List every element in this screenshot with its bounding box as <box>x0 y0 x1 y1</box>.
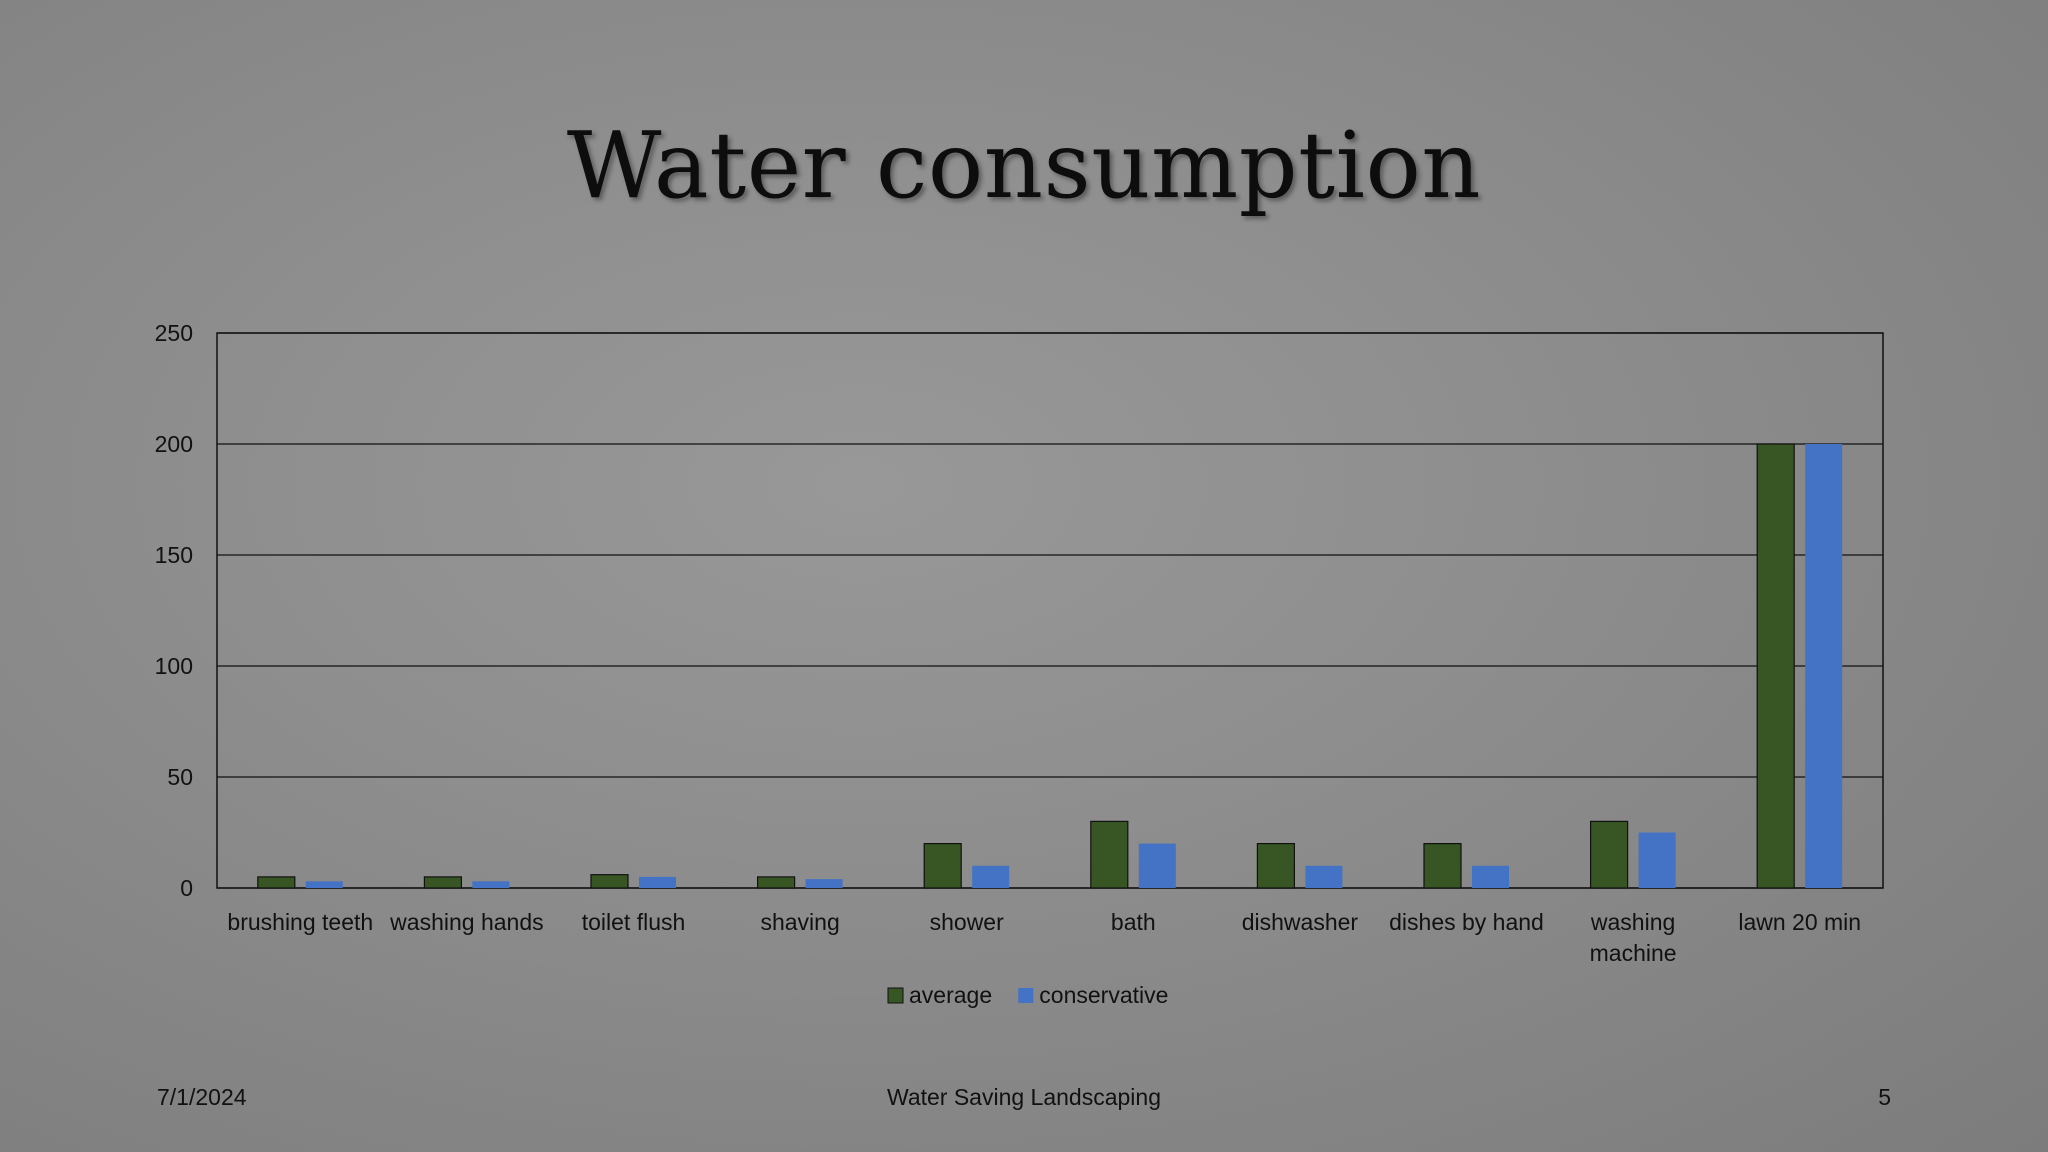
chart-plot-area <box>216 332 1884 889</box>
legend-label: conservative <box>1039 982 1168 1008</box>
legend-label: average <box>909 982 992 1008</box>
bar-average <box>1090 820 1129 889</box>
bar-conservative <box>1138 843 1176 888</box>
y-tick-label: 0 <box>180 875 193 901</box>
bar-average <box>590 874 629 889</box>
chart-legend: average conservative <box>887 982 1168 1008</box>
bar-conservative <box>472 881 510 888</box>
x-tick-label: shaving <box>760 909 839 935</box>
y-axis-tick-labels: 0 50 100 150 200 250 <box>155 320 193 901</box>
x-tick-label: bath <box>1111 909 1156 935</box>
bar-conservative <box>1805 444 1843 888</box>
x-tick-label: brushing teeth <box>227 909 373 935</box>
footer-date: 7/1/2024 <box>157 1084 247 1110</box>
bar-conservative <box>1305 865 1343 888</box>
bar-average <box>756 876 796 889</box>
legend-swatch <box>887 987 904 1004</box>
bar-average <box>1589 820 1629 889</box>
bar-average <box>257 876 296 889</box>
bar-average <box>923 842 962 889</box>
x-tick-label: lawn 20 min <box>1738 909 1861 935</box>
y-tick-label: 100 <box>155 653 193 679</box>
bar-conservative <box>305 881 343 888</box>
legend-swatch <box>1018 988 1034 1003</box>
y-tick-label: 50 <box>167 764 193 790</box>
bar-conservative <box>805 879 843 888</box>
chart-bars <box>257 443 1843 889</box>
bar-average <box>1256 842 1296 889</box>
x-tick-label: washing hands <box>389 909 543 935</box>
footer-title: Water Saving Landscaping <box>886 1084 1162 1110</box>
bar-average <box>423 876 462 889</box>
x-tick-label: dishes by hand <box>1389 909 1544 935</box>
bar-conservative <box>1472 865 1509 888</box>
x-tick-label: dishwasher <box>1242 909 1359 935</box>
x-tick-label: toilet flush <box>582 909 686 935</box>
y-tick-label: 250 <box>155 320 193 346</box>
slide-number: 5 <box>1878 1084 1891 1110</box>
chart-gridlines <box>217 332 1883 889</box>
bar-conservative <box>639 876 676 888</box>
bar-average <box>1756 443 1795 889</box>
x-tick-label: washing machine <box>1590 909 1677 966</box>
slide-title: Water consumption <box>566 112 1482 219</box>
x-axis-tick-labels: brushing teeth washing hands toilet flush s… <box>227 909 1861 966</box>
bar-conservative <box>972 865 1010 888</box>
y-tick-label: 150 <box>155 542 193 568</box>
bar-conservative <box>1638 832 1676 888</box>
y-tick-label: 200 <box>155 431 193 457</box>
bar-average <box>1423 842 1462 889</box>
x-tick-label: shower <box>930 909 1004 935</box>
